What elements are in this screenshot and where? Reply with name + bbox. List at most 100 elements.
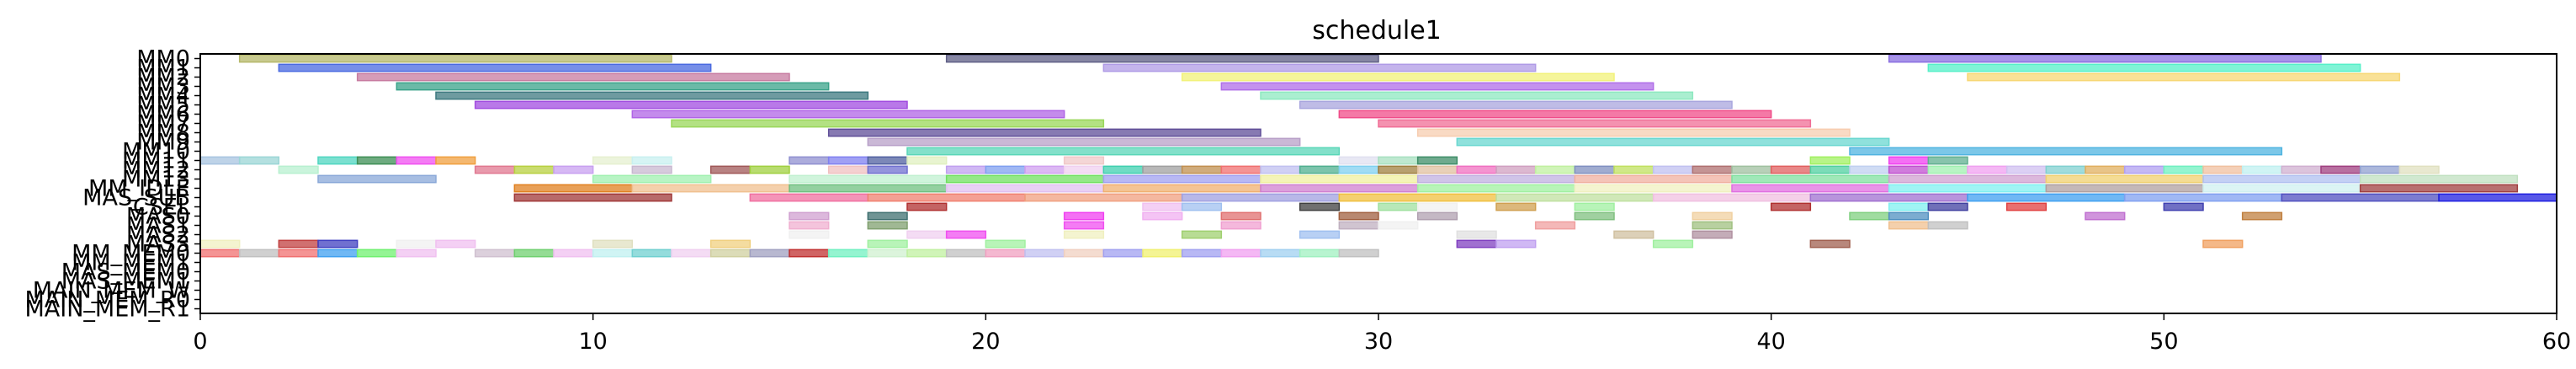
y-tick-label: MAS_SUB [82, 185, 190, 211]
bar-MM12-57 [1102, 165, 1144, 174]
x-tick-label: 50 [2149, 329, 2178, 355]
bar-MAS3-177 [317, 239, 359, 249]
bar-MAS0-150 [1574, 211, 1615, 221]
bar-MAS1-162 [1534, 221, 1576, 230]
bar-MM2-7 [1181, 72, 1615, 82]
bar-MM11-32 [631, 156, 672, 165]
bar-MM_IDLE-114 [2045, 184, 2204, 193]
bar-MAS1-165 [1927, 221, 1968, 230]
y-tick-label: MM12 [122, 158, 190, 184]
y-tick-label: MM9 [136, 130, 190, 156]
bar-MM11-34 [827, 156, 869, 165]
y-tick-label: MM_IDLE [88, 176, 190, 202]
bar-MAS1-156 [789, 221, 830, 230]
bar-MAS_SUB-118 [749, 193, 869, 202]
bar-MM_MEM0-190 [238, 249, 280, 258]
bar-MM8-20 [1416, 128, 1851, 137]
bar-MM_MEM0-207 [945, 249, 987, 258]
bar-CSEL-132 [1181, 202, 1223, 211]
bar-MM_MEM0-212 [1142, 249, 1183, 258]
bar-MM12-56 [1063, 165, 1105, 174]
bar-MM13-94 [945, 174, 1105, 184]
bar-MAS3-186 [1652, 239, 1694, 249]
bar-MAS2-170 [1181, 230, 1223, 239]
bar-MM11-28 [356, 156, 398, 165]
bar-MM13-98 [1574, 174, 1733, 184]
bar-MM12-71 [1652, 165, 1694, 174]
bar-CSEL-133 [1299, 202, 1341, 211]
bar-MM12-44 [278, 165, 319, 174]
bar-MM_MEM0-199 [631, 249, 672, 258]
bar-MAS0-147 [1220, 211, 1261, 221]
bar-MM12-67 [1495, 165, 1537, 174]
bar-MM12-46 [513, 165, 555, 174]
bar-CSEL-134 [1378, 202, 1419, 211]
bar-MM_IDLE-105 [631, 184, 790, 193]
y-tick-label: MAIN_MEM_R0 [24, 287, 190, 313]
bar-MAS_SUB-119 [867, 193, 1026, 202]
bar-MM13-103 [2359, 174, 2519, 184]
bar-MM11-27 [317, 156, 359, 165]
y-tick-label: MAS_MEM0 [61, 259, 190, 286]
bar-MM12-86 [2241, 165, 2283, 174]
bar-MM_MEM0-189 [199, 249, 241, 258]
bar-MAS2-168 [945, 230, 987, 239]
bar-MAS_SUB-117 [513, 193, 672, 202]
bar-MM_IDLE-113 [1888, 184, 2048, 193]
bar-MAS1-157 [867, 221, 908, 230]
bar-MM11-42 [1888, 156, 1930, 165]
bar-MAS1-163 [1692, 221, 1733, 230]
y-tick-label: MAIN_MEM_W [33, 278, 190, 304]
bar-MAS3-179 [435, 239, 476, 249]
bar-MAS0-143 [789, 211, 830, 221]
y-tick-label: MM10 [122, 139, 190, 165]
y-tick-label: MAS0 [126, 204, 190, 230]
bar-MM9-22 [1456, 137, 1890, 147]
bar-MM_MEM0-193 [356, 249, 398, 258]
bar-MM12-49 [709, 165, 752, 174]
bar-MM12-45 [474, 165, 516, 174]
bar-MM12-90 [2398, 165, 2440, 174]
bar-MM_MEM0-195 [474, 249, 516, 258]
bar-MAS0-144 [867, 211, 908, 221]
bar-MM_MEM0-209 [1024, 249, 1065, 258]
bar-MAS0-146 [1142, 211, 1183, 221]
bar-MAS3-187 [1809, 239, 1851, 249]
bar-MAS0-148 [1338, 211, 1379, 221]
bar-CSEL-140 [1927, 202, 1968, 211]
bar-MM0-1 [945, 54, 1379, 63]
bar-MM_MEM0-196 [513, 249, 555, 258]
bar-MAS3-185 [1495, 239, 1537, 249]
bar-MM12-75 [1809, 165, 1851, 174]
bar-MM12-62 [1299, 165, 1341, 174]
bar-MM_MEM0-194 [396, 249, 437, 258]
bar-CSEL-131 [1142, 202, 1183, 211]
bar-MM5-14 [1299, 100, 1733, 110]
bar-MM12-50 [749, 165, 790, 174]
bar-MM_MEM0-211 [1102, 249, 1144, 258]
bar-MAS3-180 [592, 239, 634, 249]
bar-MM12-80 [2005, 165, 2048, 174]
y-tick-label: MM0 [136, 46, 190, 72]
x-tick-label: 0 [193, 329, 207, 355]
y-tick-label: MM3 [136, 74, 190, 100]
bar-MAS2-173 [1613, 230, 1654, 239]
bar-MM12-55 [1024, 165, 1065, 174]
bar-MM12-54 [985, 165, 1026, 174]
bar-MAS1-161 [1378, 221, 1419, 230]
bar-MM1-3 [278, 63, 712, 72]
bar-MM_MEM0-206 [906, 249, 948, 258]
bar-MM12-84 [2163, 165, 2204, 174]
bar-MM_MEM0-192 [317, 249, 359, 258]
bar-MM0-0 [238, 54, 672, 63]
bar-MM_MEM0-210 [1063, 249, 1105, 258]
bar-MM13-93 [789, 174, 948, 184]
x-tick-label: 60 [2542, 329, 2571, 355]
y-tick-label: MM_MEM0 [72, 241, 190, 267]
bar-MM12-48 [631, 165, 672, 174]
bar-CSEL-130 [906, 202, 948, 211]
y-tick-label: MM11 [122, 148, 190, 174]
bar-MM13-99 [1731, 174, 1890, 184]
bar-MAS3-175 [199, 239, 241, 249]
bar-MM13-102 [2202, 174, 2361, 184]
